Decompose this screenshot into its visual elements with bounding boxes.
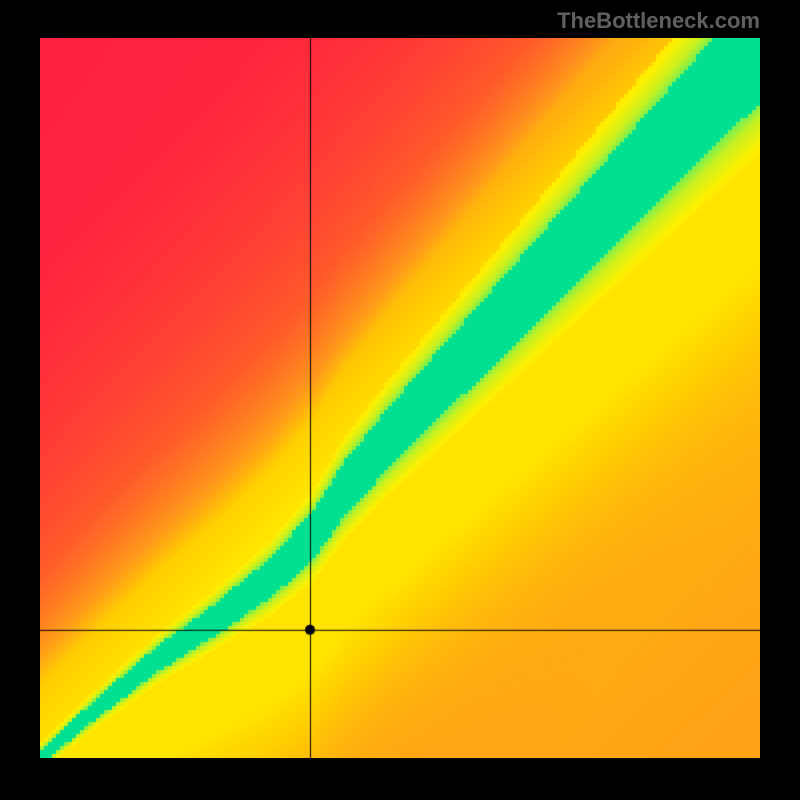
- watermark-text: TheBottleneck.com: [0, 0, 800, 34]
- heatmap-canvas: [40, 38, 760, 758]
- heatmap-plot: [40, 38, 760, 758]
